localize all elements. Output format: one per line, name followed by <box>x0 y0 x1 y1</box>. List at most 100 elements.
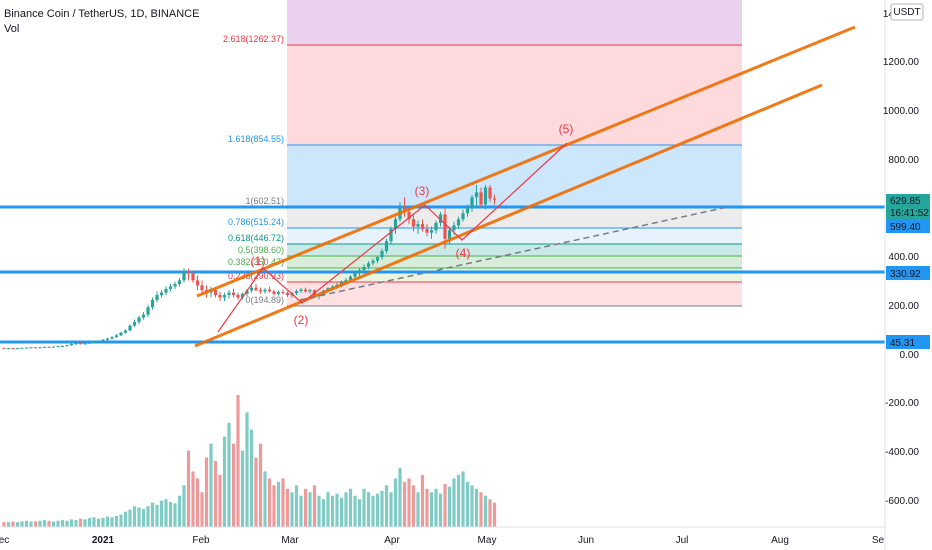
volume-bar <box>209 443 213 527</box>
wave-label: (5) <box>559 122 574 136</box>
candle-body <box>429 230 434 233</box>
candle-body <box>294 291 299 294</box>
fib-zone-05-0382 <box>287 256 742 268</box>
candle-body <box>128 325 132 331</box>
time-tick-label: ec <box>0 535 9 546</box>
candle-body <box>83 343 87 345</box>
volume-bar <box>326 492 330 527</box>
fib-level-label: 1.618(854.55) <box>228 134 284 144</box>
candle-body <box>29 347 33 349</box>
volume-bar <box>191 471 195 527</box>
volume-bar <box>231 443 236 527</box>
volume-bar <box>357 499 362 527</box>
candle-body <box>74 343 78 345</box>
candle-body <box>249 287 254 291</box>
volume-bar <box>263 471 267 527</box>
volume-bar <box>51 521 56 527</box>
volume-bar <box>164 499 168 527</box>
fib-zone-1-0786 <box>287 207 742 228</box>
volume-bar <box>380 490 384 527</box>
candle-body <box>465 207 470 214</box>
candle-body <box>222 295 227 298</box>
candle-body <box>177 280 182 285</box>
candle-body <box>155 295 159 300</box>
volume-bar <box>389 492 393 527</box>
candle-body <box>402 207 407 212</box>
volume-bar <box>375 493 380 527</box>
candle-body <box>191 273 195 281</box>
candle-body <box>285 293 290 296</box>
time-tick-label: May <box>478 535 497 546</box>
candle-body <box>168 286 173 289</box>
volume-bars <box>2 395 497 527</box>
candle-body <box>362 266 366 271</box>
last-price-badge <box>886 194 930 220</box>
candle-body <box>254 287 258 291</box>
fib-level-label: 2.618(1262.37) <box>223 34 284 44</box>
symbol-title: Binance Coin / TetherUS, 1D, BINANCE <box>4 8 200 20</box>
fib-level-label: 0.786(515.24) <box>228 217 284 227</box>
last-price-text: 629.85 <box>890 196 921 207</box>
candle-body <box>353 273 357 277</box>
candle-body <box>218 295 222 298</box>
volume-bar <box>60 520 65 527</box>
time-tick-label: Mar <box>281 535 299 546</box>
currency-badge[interactable]: USDT <box>890 3 924 21</box>
volume-bar <box>258 443 263 527</box>
volume-bar <box>272 485 276 527</box>
candle-body <box>6 348 11 350</box>
volume-bar <box>96 518 101 527</box>
volume-bar <box>434 488 438 527</box>
candle-body <box>231 292 236 296</box>
volume-bar <box>492 502 497 527</box>
time-tick-label: Se <box>872 535 885 546</box>
time-axis[interactable]: ec 2021 Feb Mar Apr May Jun Jul Aug Se <box>0 526 885 546</box>
volume-bar <box>2 522 6 527</box>
volume-bar <box>38 520 42 527</box>
candle-body <box>87 342 92 344</box>
volume-bar <box>249 429 254 527</box>
volume-bar <box>200 492 204 527</box>
volume-bar <box>456 474 461 527</box>
volume-bar <box>240 450 245 527</box>
volume-bar <box>425 488 429 527</box>
candle-body <box>470 197 474 207</box>
volume-bar <box>47 520 51 527</box>
volume-bar <box>83 519 87 527</box>
volume-bar <box>470 485 474 527</box>
volume-bar <box>92 517 96 527</box>
volume-bar <box>317 495 321 527</box>
volume-bar <box>186 450 191 527</box>
candle-body <box>92 341 96 343</box>
volume-bar <box>110 517 114 527</box>
level-price-badge <box>886 335 930 349</box>
countdown-text: 16:41:52 <box>890 208 929 219</box>
volume-bar <box>447 486 452 527</box>
candle-body <box>483 187 488 205</box>
volume-bar <box>312 485 317 527</box>
candle-body <box>393 219 398 230</box>
candle-body <box>150 299 155 308</box>
volume-bar <box>416 492 420 527</box>
candle-body <box>33 347 38 349</box>
price-tick-label: 200.00 <box>888 301 919 312</box>
volume-bar <box>195 478 200 527</box>
fib-level-label: 0.5(398.60) <box>238 245 284 255</box>
volume-bar <box>69 519 74 527</box>
candle-body <box>263 289 267 292</box>
level-price-text: 599.40 <box>890 222 921 233</box>
fib-level-label: 0(194.89) <box>245 295 284 305</box>
volume-bar <box>15 522 20 527</box>
time-tick-label: Jul <box>676 535 689 546</box>
volume-bar <box>438 493 443 527</box>
price-tick-label: 1000.00 <box>883 106 920 117</box>
volume-bar <box>11 521 15 527</box>
projection-dashed-line <box>299 206 729 301</box>
candle-body <box>110 337 114 339</box>
level-price-badge <box>886 219 930 233</box>
volume-bar <box>74 520 78 527</box>
volume-bar <box>177 495 182 527</box>
volume-bar <box>461 471 465 527</box>
